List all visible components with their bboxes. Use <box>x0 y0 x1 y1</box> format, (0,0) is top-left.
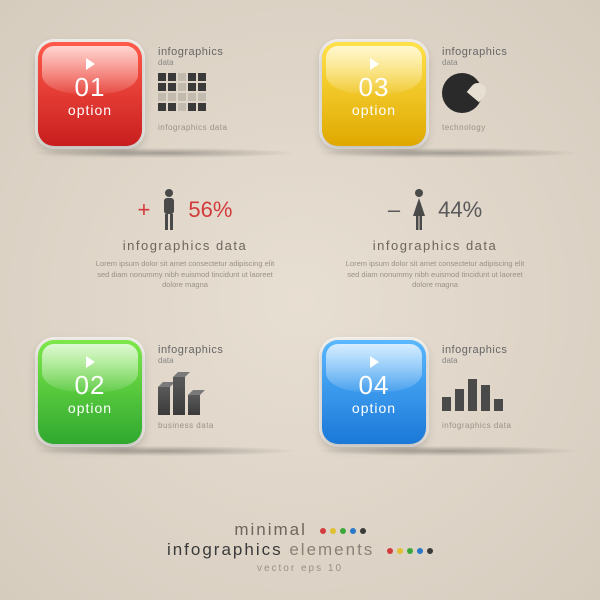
option-label: option <box>38 400 142 416</box>
stat-lorem: Lorem ipsum dolor sit amet consectetur a… <box>340 259 530 291</box>
barchart-icon <box>442 371 572 417</box>
tile-text-block: infographics data technology <box>442 46 572 132</box>
play-icon <box>86 356 95 368</box>
option-label: option <box>322 102 426 118</box>
option-tile-02: 02 option infographics data business dat… <box>38 340 298 450</box>
tile-caption: infographics data <box>442 421 572 430</box>
option-tile-04: 04 option infographics data infographics… <box>322 340 582 450</box>
tile-subheading: data <box>158 356 288 365</box>
option-number: 02 <box>38 372 142 398</box>
stat-female: – 44% infographics data Lorem ipsum dolo… <box>320 188 550 291</box>
slit-shadow <box>34 148 294 158</box>
tile-text-block: infographics data infographics data <box>158 46 288 132</box>
option-number: 01 <box>38 74 142 100</box>
grid-icon <box>158 73 288 119</box>
footer-line1: minimal <box>0 520 600 540</box>
stat-label: infographics data <box>320 238 550 253</box>
option-button-04[interactable]: 04 option <box>322 340 426 444</box>
tile-text-block: infographics data infographics data <box>442 344 572 430</box>
tile-subheading: data <box>442 58 572 67</box>
footer: minimal infographics elements vector eps… <box>0 520 600 574</box>
tile-heading: infographics <box>442 46 572 58</box>
tile-caption: business data <box>158 421 288 430</box>
slit-shadow <box>34 446 294 456</box>
stat-label: infographics data <box>70 238 300 253</box>
footer-line2: infographics elements <box>0 540 600 560</box>
stat-value: 56% <box>188 197 232 223</box>
dot-row-icon <box>387 548 433 554</box>
option-tile-03: 03 option infographics data technology <box>322 42 582 152</box>
tile-subheading: data <box>442 356 572 365</box>
minus-icon: – <box>388 197 400 223</box>
tile-heading: infographics <box>442 344 572 356</box>
female-icon <box>408 188 430 232</box>
slit-shadow <box>318 446 578 456</box>
option-label: option <box>38 102 142 118</box>
tile-subheading: data <box>158 58 288 67</box>
footer-infographics: infographics <box>167 540 283 559</box>
tile-heading: infographics <box>158 344 288 356</box>
stat-lorem: Lorem ipsum dolor sit amet consectetur a… <box>90 259 280 291</box>
play-icon <box>86 58 95 70</box>
option-label: option <box>322 400 426 416</box>
stat-male: + 56% infographics data Lorem ipsum dolo… <box>70 188 300 291</box>
dot-row-icon <box>320 528 366 534</box>
footer-elements: elements <box>283 540 375 559</box>
slit-shadow <box>318 148 578 158</box>
tile-caption: technology <box>442 123 572 132</box>
tile-text-block: infographics data business data <box>158 344 288 430</box>
stat-value: 44% <box>438 197 482 223</box>
tile-heading: infographics <box>158 46 288 58</box>
play-icon <box>370 356 379 368</box>
option-button-03[interactable]: 03 option <box>322 42 426 146</box>
option-button-02[interactable]: 02 option <box>38 340 142 444</box>
option-number: 03 <box>322 74 426 100</box>
play-icon <box>370 58 379 70</box>
option-button-01[interactable]: 01 option <box>38 42 142 146</box>
male-icon <box>158 188 180 232</box>
bars3d-icon <box>158 371 288 417</box>
footer-line3: vector eps 10 <box>0 563 600 574</box>
plus-icon: + <box>138 197 151 223</box>
option-number: 04 <box>322 372 426 398</box>
tile-caption: infographics data <box>158 123 288 132</box>
option-tile-01: 01 option infographics data infographics… <box>38 42 298 152</box>
pie-icon <box>442 73 572 119</box>
footer-minimal: minimal <box>234 520 307 539</box>
